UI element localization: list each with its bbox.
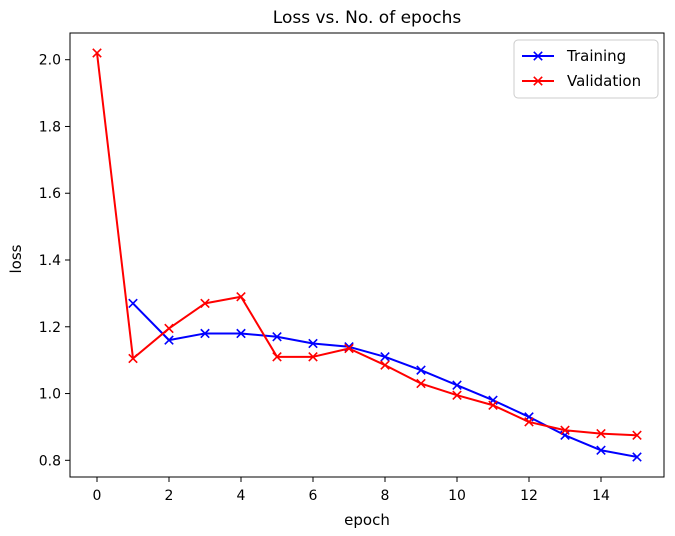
axes: 0 2 4 6 8 10 12 14 0.8 1.0 1.2 1.4 1.6 1.8 2.0 xyxy=(39,32,665,504)
training-point xyxy=(380,352,390,362)
x-tick-label: 14 xyxy=(592,488,610,504)
validation-point xyxy=(308,352,318,362)
validation-point xyxy=(272,352,282,362)
validation-point xyxy=(164,323,174,334)
axes-frame xyxy=(69,32,665,478)
training-point xyxy=(632,452,642,462)
x-tick-label: 12 xyxy=(520,488,538,504)
validation-point xyxy=(452,390,462,400)
x-tick-label: 2 xyxy=(165,488,174,504)
validation-point xyxy=(416,378,426,389)
training-point xyxy=(128,298,138,309)
y-tick-label: 1.4 xyxy=(39,253,61,269)
validation-point xyxy=(236,291,246,302)
validation-point xyxy=(344,343,354,354)
validation-point xyxy=(92,48,102,58)
x-tick-label: 4 xyxy=(237,488,246,504)
training-point xyxy=(164,335,174,345)
validation-point xyxy=(128,353,138,364)
x-tick-label: 8 xyxy=(381,488,390,504)
training-point xyxy=(200,328,210,339)
validation-point xyxy=(524,417,534,427)
validation-point xyxy=(200,298,210,309)
chart-title: Loss vs. No. of epochs xyxy=(273,8,462,28)
legend: Training Validation xyxy=(513,39,659,99)
y-tick-label: 0.8 xyxy=(39,453,61,469)
training-point xyxy=(308,338,318,349)
validation-point xyxy=(632,430,642,441)
validation-point xyxy=(488,400,498,410)
y-tick-label: 1.8 xyxy=(39,119,61,135)
y-tick-label: 1.0 xyxy=(39,387,61,403)
validation-point xyxy=(560,425,570,436)
y-tick-label: 2.0 xyxy=(39,53,61,69)
y-tick-label: 1.6 xyxy=(39,186,61,202)
legend-box xyxy=(513,39,659,99)
training-point xyxy=(452,380,462,390)
validation-series-line xyxy=(96,52,638,437)
plot-area xyxy=(92,48,642,462)
validation-point xyxy=(596,428,606,439)
x-tick-label: 10 xyxy=(448,488,466,504)
training-point xyxy=(416,365,426,375)
training-point xyxy=(236,328,246,339)
x-axis-label: epoch xyxy=(344,511,390,529)
training-point xyxy=(596,445,606,456)
y-axis-label: loss xyxy=(7,244,25,273)
training-legend-label: Training xyxy=(566,47,626,65)
training-point xyxy=(272,332,282,342)
validation-legend-marker xyxy=(533,76,543,86)
y-tick-label: 1.2 xyxy=(39,320,61,336)
x-tick-label: 6 xyxy=(309,488,318,504)
training-legend-marker xyxy=(533,51,543,61)
validation-point xyxy=(380,360,390,370)
x-tick-label: 0 xyxy=(93,488,102,504)
validation-legend-label: Validation xyxy=(567,72,641,90)
